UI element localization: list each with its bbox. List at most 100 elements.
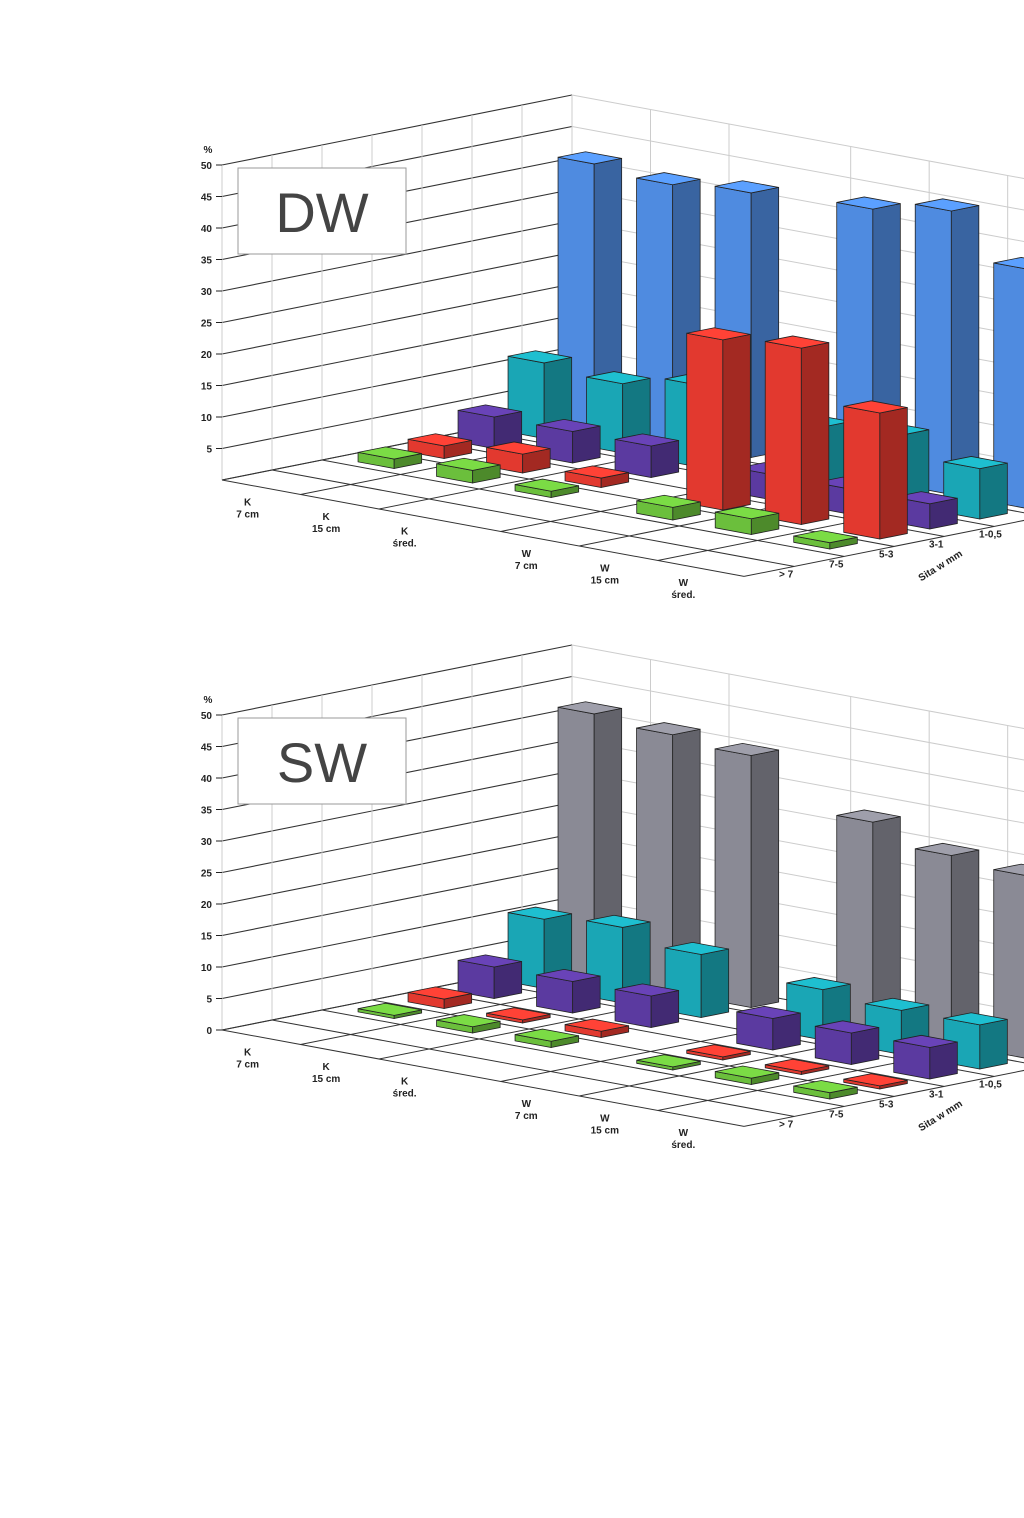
bar-top: [564, 1018, 629, 1032]
y-tick-label: 20: [201, 350, 213, 361]
x-tick-label: K 15 cm: [312, 1062, 340, 1085]
gridline-side: [221, 283, 573, 355]
y-axis-label: %: [204, 695, 213, 706]
bar: [457, 404, 523, 450]
bar-top: [407, 986, 472, 1000]
bar-front: [993, 262, 1024, 509]
bar-top: [614, 433, 679, 447]
y-tick-label: 15: [201, 932, 213, 943]
bar-top: [765, 1058, 829, 1072]
bar-top: [636, 494, 701, 508]
bar-top: [357, 1002, 422, 1016]
bar-top: [557, 151, 622, 165]
bar-side: [572, 975, 601, 1014]
y-tick-label: 20: [201, 900, 213, 911]
bar: [614, 433, 680, 479]
gridline-back: [571, 644, 1024, 729]
bar-top: [586, 371, 651, 385]
bar-front: [686, 332, 724, 511]
x-tick-label: W 15 cm: [591, 564, 619, 587]
bar-top: [865, 997, 929, 1011]
depth-tick-label: > 7: [779, 1119, 794, 1130]
bar-top: [793, 1080, 858, 1094]
bar-top: [714, 742, 779, 756]
depth-tick-label: 1-0,5: [979, 1079, 1002, 1090]
bar: [536, 418, 601, 464]
y-tick-label: 45: [201, 743, 213, 754]
bar: [686, 1044, 751, 1061]
y-tick-label: 30: [201, 287, 213, 298]
bar-side: [493, 961, 523, 1000]
chart-title-box: SW: [237, 717, 407, 805]
bar-top: [614, 983, 679, 997]
bar-top: [893, 491, 958, 505]
y-tick-label: 25: [201, 319, 213, 330]
bar-top: [765, 335, 829, 349]
depth-axis-label: Sita w mm: [917, 548, 965, 584]
bar-top: [564, 465, 629, 479]
bar-top: [893, 1034, 958, 1048]
bar-side: [572, 425, 601, 464]
bar: [586, 914, 651, 1004]
bar-top: [664, 941, 729, 955]
bar-top: [943, 456, 1008, 470]
bar: [714, 506, 780, 535]
bar: [407, 433, 473, 460]
bar: [836, 809, 901, 1031]
bar: [914, 842, 980, 1045]
y-tick-label: 0: [206, 1026, 212, 1037]
bar: [564, 465, 630, 489]
bar: [686, 327, 751, 511]
bar-top: [536, 968, 601, 982]
gridline-side: [221, 864, 573, 937]
bar-side: [800, 342, 830, 525]
bar-top: [836, 809, 901, 823]
bar-front: [843, 405, 881, 540]
bar: [736, 1005, 801, 1051]
bar: [557, 701, 623, 980]
bar: [536, 968, 601, 1014]
bar: [486, 1007, 551, 1024]
bar-top: [536, 418, 601, 432]
y-tick-label: 15: [201, 382, 213, 393]
bar-side: [650, 440, 680, 479]
y-tick-label: 50: [201, 711, 213, 722]
bar-top: [514, 1028, 579, 1042]
bar-top: [815, 1020, 879, 1034]
bar: [793, 1080, 858, 1100]
bar: [514, 478, 580, 499]
bar: [714, 742, 780, 1009]
bar-front: [764, 340, 802, 525]
bar-side: [750, 749, 780, 1009]
y-axis-label: %: [204, 145, 213, 156]
bar: [814, 1020, 880, 1065]
gridline-back: [571, 94, 1024, 179]
gridline-back: [571, 676, 1024, 761]
bar-top: [686, 327, 751, 341]
depth-tick-label: 5-3: [879, 1099, 894, 1110]
bar: [893, 1034, 958, 1080]
bar: [436, 1014, 501, 1034]
bar-side: [979, 1018, 1008, 1070]
gridline-side: [221, 770, 573, 842]
y-tick-label: 5: [206, 445, 212, 456]
y-tick-label: 50: [201, 161, 213, 172]
chart-title-box: DW: [237, 167, 407, 255]
bar: [764, 1058, 830, 1075]
bar-side: [879, 407, 908, 540]
bar-top: [586, 914, 651, 928]
y-tick-label: 10: [201, 413, 213, 424]
bar-top: [915, 198, 979, 212]
gridline-side: [221, 220, 573, 292]
chart-title: SW: [277, 731, 367, 794]
bar-top: [786, 977, 851, 991]
bar-top: [636, 172, 701, 186]
